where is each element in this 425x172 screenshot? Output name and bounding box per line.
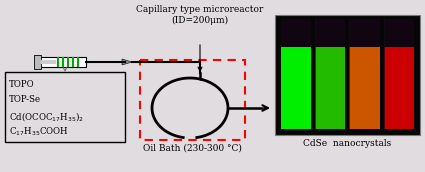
- FancyBboxPatch shape: [315, 47, 346, 129]
- Text: TOPO: TOPO: [9, 80, 34, 89]
- Text: Cd(OCOC$_{17}$H$_{35}$)$_2$: Cd(OCOC$_{17}$H$_{35}$)$_2$: [9, 110, 84, 123]
- FancyBboxPatch shape: [349, 19, 380, 47]
- Text: C$_{17}$H$_{35}$COOH: C$_{17}$H$_{35}$COOH: [9, 125, 69, 137]
- Text: CdSe  nanocrystals: CdSe nanocrystals: [303, 139, 391, 148]
- FancyBboxPatch shape: [349, 47, 380, 129]
- FancyBboxPatch shape: [41, 60, 56, 64]
- FancyBboxPatch shape: [5, 72, 125, 142]
- FancyBboxPatch shape: [281, 19, 311, 47]
- FancyBboxPatch shape: [38, 57, 86, 67]
- FancyBboxPatch shape: [275, 15, 420, 135]
- FancyBboxPatch shape: [384, 19, 414, 47]
- Text: Oil Bath (230-300 °C): Oil Bath (230-300 °C): [143, 144, 242, 153]
- FancyBboxPatch shape: [315, 19, 346, 47]
- FancyBboxPatch shape: [34, 55, 41, 69]
- Polygon shape: [122, 59, 132, 65]
- FancyBboxPatch shape: [281, 47, 311, 129]
- Text: TOP-Se: TOP-Se: [9, 95, 41, 104]
- FancyBboxPatch shape: [384, 47, 414, 129]
- Text: (ID=200μm): (ID=200μm): [171, 16, 229, 25]
- Text: Capillary type microreactor: Capillary type microreactor: [136, 5, 264, 14]
